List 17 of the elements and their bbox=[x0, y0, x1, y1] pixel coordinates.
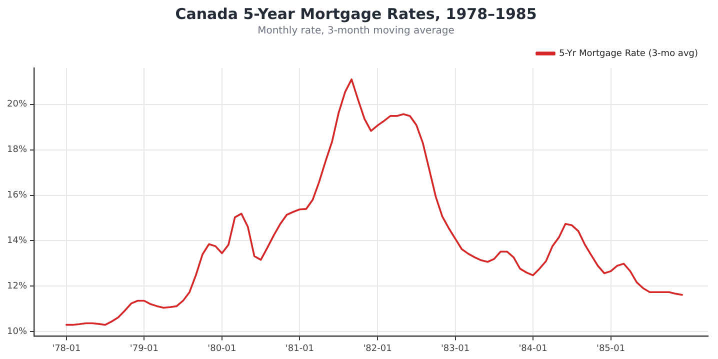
chart-subtitle: Monthly rate, 3-month moving average bbox=[258, 26, 454, 37]
x-tick-label: '83-01 bbox=[440, 344, 470, 354]
x-tick-label: '81-01 bbox=[285, 344, 314, 354]
y-tick-label: 18% bbox=[6, 145, 28, 156]
legend-label: 5-Yr Mortgage Rate (3-mo avg) bbox=[559, 48, 698, 59]
y-tick-label: 16% bbox=[6, 190, 28, 201]
y-tick-label: 14% bbox=[6, 236, 28, 246]
chart-title: Canada 5-Year Mortgage Rates, 1978–1985 bbox=[175, 4, 537, 23]
x-tick-label: '84-01 bbox=[518, 344, 548, 354]
x-tick-label: '85-01 bbox=[596, 344, 626, 354]
x-tick-label: '78-01 bbox=[52, 344, 81, 354]
y-tick-label: 12% bbox=[6, 282, 28, 292]
x-tick-label: '79-01 bbox=[130, 344, 158, 354]
y-tick-label: 20% bbox=[6, 100, 28, 110]
x-tick-label: '80-01 bbox=[208, 344, 236, 354]
y-tick-label: 10% bbox=[6, 327, 28, 337]
x-tick-label: '82-01 bbox=[363, 344, 392, 354]
